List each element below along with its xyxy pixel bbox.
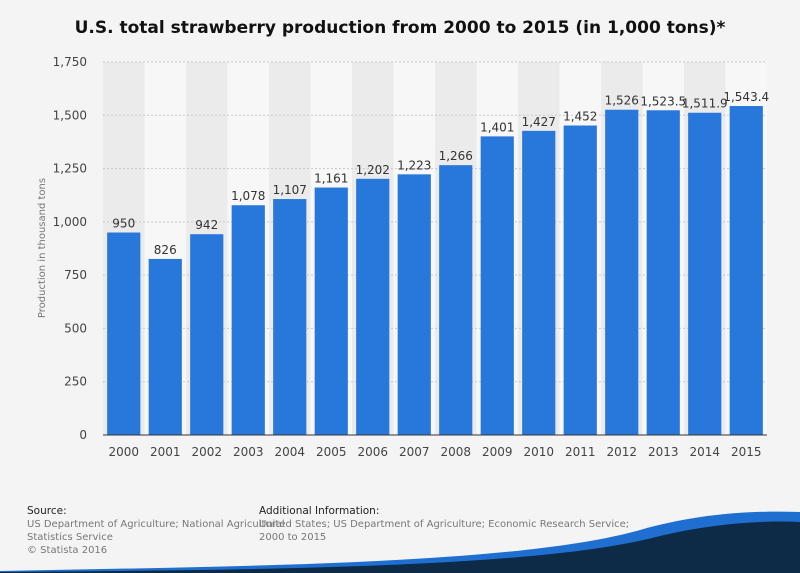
data-label: 1,161 xyxy=(314,172,348,186)
bar xyxy=(397,174,431,435)
x-tick-label: 2013 xyxy=(648,445,679,459)
data-label: 1,452 xyxy=(563,110,597,124)
x-tick-label: 2014 xyxy=(689,445,720,459)
data-label: 1,266 xyxy=(439,149,473,163)
bar xyxy=(356,178,390,435)
info-heading: Additional Information: xyxy=(259,505,380,517)
data-label: 950 xyxy=(112,217,135,231)
copyright: © Statista 2016 xyxy=(27,545,108,556)
x-tick-label: 2012 xyxy=(606,445,637,459)
x-axis-ticks: 2000 2001 2002 2003 2004 2005 2006 2007 2008 2009… xyxy=(108,445,761,459)
y-tick-label: 1,250 xyxy=(53,162,87,176)
data-label: 1,107 xyxy=(273,183,307,197)
x-tick-label: 2004 xyxy=(274,445,305,459)
info-line: 2000 to 2015 xyxy=(259,532,327,543)
y-tick-label: 1,000 xyxy=(53,215,87,229)
data-label: 1,511.9 xyxy=(682,97,728,111)
y-tick-label: 250 xyxy=(64,375,87,389)
bar xyxy=(439,165,473,436)
x-tick-label: 2015 xyxy=(731,445,762,459)
y-axis-ticks: 0 250 500 750 1,000 1,250 1,500 1,750 xyxy=(53,55,87,442)
x-tick-label: 2009 xyxy=(482,445,513,459)
data-label: 1,078 xyxy=(231,189,265,203)
x-tick-label: 2011 xyxy=(565,445,596,459)
source-block: Source: US Department of Agriculture; Na… xyxy=(27,505,285,557)
y-tick-label: 0 xyxy=(79,428,87,442)
source-heading: Source: xyxy=(27,505,67,517)
info-line: United States; US Department of Agricult… xyxy=(259,519,630,530)
x-tick-label: 2006 xyxy=(357,445,388,459)
data-label: 1,202 xyxy=(356,163,390,177)
bar xyxy=(480,136,514,436)
x-tick-label: 2002 xyxy=(191,445,222,459)
bar xyxy=(563,125,597,435)
bar xyxy=(688,112,722,435)
bar-chart: 950 826 942 1,078 1,107 1,161 1,202 1,223 1,266 1… xyxy=(37,55,769,459)
bar xyxy=(729,106,763,436)
x-tick-label: 2003 xyxy=(233,445,264,459)
source-line: Statistics Service xyxy=(27,532,113,543)
data-label: 826 xyxy=(154,243,177,257)
source-line: US Department of Agriculture; National A… xyxy=(27,519,285,530)
y-tick-label: 1,500 xyxy=(53,108,87,122)
bar xyxy=(314,187,348,435)
x-tick-label: 2000 xyxy=(108,445,139,459)
y-tick-label: 500 xyxy=(64,321,87,335)
y-tick-label: 750 xyxy=(64,268,87,282)
bar xyxy=(605,109,639,435)
data-label: 1,223 xyxy=(397,158,431,172)
x-tick-label: 2007 xyxy=(399,445,430,459)
y-tick-label: 1,750 xyxy=(53,55,87,69)
x-tick-label: 2005 xyxy=(316,445,347,459)
bar xyxy=(231,205,265,435)
data-label: 942 xyxy=(195,218,218,232)
bar xyxy=(148,258,182,435)
y-axis-label: Production in thousand tons xyxy=(37,178,48,318)
value-labels: 950 826 942 1,078 1,107 1,161 1,202 1,223 1,266 1… xyxy=(112,90,769,257)
bar xyxy=(273,199,307,435)
decorative-wave xyxy=(0,511,800,573)
chart-title: U.S. total strawberry production from 20… xyxy=(74,18,726,38)
data-label: 1,401 xyxy=(480,120,514,134)
bar xyxy=(107,232,141,435)
x-tick-label: 2008 xyxy=(440,445,471,459)
bar xyxy=(190,234,224,435)
x-tick-label: 2010 xyxy=(523,445,554,459)
info-block: Additional Information: United States; U… xyxy=(259,505,629,544)
data-label: 1,543.4 xyxy=(723,90,769,104)
bars xyxy=(107,106,763,436)
data-label: 1,526 xyxy=(605,94,639,108)
data-label: 1,523.5 xyxy=(640,94,686,108)
wave-dark-band xyxy=(0,521,800,573)
bar xyxy=(522,130,556,435)
bar xyxy=(646,110,680,435)
x-tick-label: 2001 xyxy=(150,445,181,459)
data-label: 1,427 xyxy=(522,115,556,129)
